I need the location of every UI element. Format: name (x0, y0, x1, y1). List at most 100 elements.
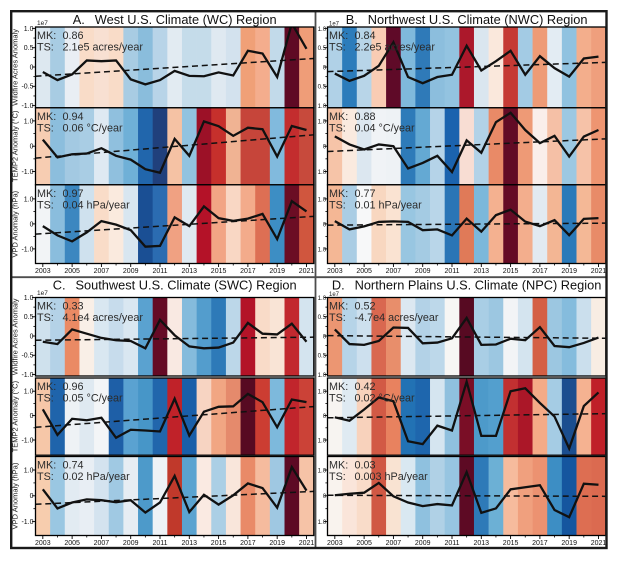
svg-text:MK:: MK: (37, 301, 56, 313)
svg-text:2013: 2013 (182, 268, 198, 275)
svg-text:MK:: MK: (37, 460, 56, 472)
svg-text:C. Southwest U.S. Climate (SW: C. Southwest U.S. Climate (SWC) Region (53, 278, 297, 293)
svg-text:2021: 2021 (591, 268, 607, 275)
svg-text:1.0: 1.0 (318, 103, 327, 110)
svg-text:2015: 2015 (211, 540, 227, 547)
svg-text:1.0: 1.0 (24, 26, 34, 33)
svg-text:A. West U.S. Climate (WC) Reg: A. West U.S. Climate (WC) Region (73, 12, 277, 27)
svg-text:1.0: 1.0 (318, 246, 327, 253)
svg-text:0: 0 (323, 144, 327, 151)
svg-text:TS:: TS: (329, 312, 346, 324)
svg-text:2011: 2011 (152, 540, 167, 547)
svg-text:TS:: TS: (37, 471, 54, 483)
svg-text:1e7: 1e7 (329, 22, 340, 28)
svg-text:2007: 2007 (94, 268, 110, 275)
svg-text:1.0: 1.0 (318, 467, 327, 474)
svg-text:1.0: 1.0 (318, 389, 327, 396)
svg-text:1e7: 1e7 (37, 20, 48, 27)
svg-text:0: 0 (323, 221, 327, 228)
svg-text:0.33: 0.33 (63, 301, 84, 313)
svg-text:2007: 2007 (386, 540, 402, 547)
svg-text:2005: 2005 (64, 540, 80, 547)
svg-text:1.0: 1.0 (24, 389, 34, 396)
svg-text:MK:: MK: (329, 460, 348, 472)
svg-text:2005: 2005 (356, 540, 372, 547)
svg-text:MK:: MK: (329, 111, 348, 123)
svg-text:2.1e5 acres/year: 2.1e5 acres/year (63, 42, 144, 54)
svg-text:0: 0 (323, 493, 327, 500)
svg-text:-1.0: -1.0 (21, 519, 33, 526)
svg-text:2005: 2005 (64, 268, 80, 275)
svg-text:0.77: 0.77 (355, 188, 376, 200)
svg-text:1.0: 1.0 (318, 196, 327, 203)
svg-text:0.94: 0.94 (63, 111, 84, 123)
svg-text:0.5: 0.5 (318, 314, 327, 321)
svg-text:MK:: MK: (329, 188, 348, 200)
svg-text:0: 0 (30, 221, 34, 228)
svg-text:0.96: 0.96 (63, 381, 84, 393)
svg-text:2009: 2009 (415, 540, 431, 547)
svg-text:0.01 hPa/year: 0.01 hPa/year (355, 199, 423, 211)
svg-text:2007: 2007 (94, 540, 110, 547)
svg-text:2021: 2021 (591, 540, 607, 547)
svg-text:0: 0 (30, 144, 34, 151)
svg-text:2007: 2007 (386, 268, 402, 275)
svg-text:0.86: 0.86 (63, 30, 84, 42)
svg-text:4.1e4 acres/year: 4.1e4 acres/year (63, 312, 144, 324)
svg-text:0.06 °C/year: 0.06 °C/year (63, 122, 124, 134)
svg-text:1.0: 1.0 (24, 118, 34, 125)
svg-text:Wildfire Acres Anomaly: Wildfire Acres Anomaly (11, 298, 20, 375)
svg-text:MK:: MK: (329, 381, 348, 393)
svg-text:1.0: 1.0 (318, 519, 327, 526)
svg-text:2003: 2003 (327, 268, 343, 275)
svg-text:0.88: 0.88 (355, 111, 376, 123)
svg-text:TS:: TS: (37, 122, 54, 134)
svg-text:TS:: TS: (37, 312, 54, 324)
svg-text:2019: 2019 (561, 268, 577, 275)
svg-text:TS:: TS: (37, 393, 54, 405)
svg-text:TS:: TS: (329, 471, 346, 483)
svg-text:MK:: MK: (37, 381, 56, 393)
svg-text:2017: 2017 (240, 268, 256, 275)
svg-text:2015: 2015 (503, 540, 519, 547)
svg-text:TS:: TS: (329, 199, 346, 211)
svg-text:-1.0: -1.0 (21, 372, 33, 379)
svg-text:TS:: TS: (329, 122, 346, 134)
svg-text:TS:: TS: (329, 393, 346, 405)
svg-text:0.5: 0.5 (24, 45, 34, 52)
svg-text:2003: 2003 (35, 268, 51, 275)
svg-text:2019: 2019 (561, 540, 577, 547)
svg-text:TS:: TS: (37, 199, 54, 211)
svg-text:MK:: MK: (37, 188, 56, 200)
svg-text:D. Northern Plains U.S. Clima: D. Northern Plains U.S. Climate (NPC) Re… (332, 278, 602, 293)
svg-text:0.5: 0.5 (318, 45, 327, 52)
svg-text:2019: 2019 (269, 268, 285, 275)
svg-text:2003: 2003 (35, 540, 51, 547)
svg-text:2009: 2009 (123, 268, 139, 275)
svg-text:2019: 2019 (269, 540, 285, 547)
svg-text:-0.5: -0.5 (21, 84, 33, 91)
svg-text:2013: 2013 (182, 540, 198, 547)
svg-text:0: 0 (30, 413, 34, 420)
svg-text:0.52: 0.52 (355, 301, 376, 313)
svg-text:1.0: 1.0 (318, 118, 327, 125)
svg-text:MK:: MK: (37, 111, 56, 123)
svg-text:0: 0 (323, 64, 327, 71)
svg-text:0: 0 (323, 413, 327, 420)
svg-text:0.003 hPa/year: 0.003 hPa/year (355, 471, 429, 483)
svg-text:1.0: 1.0 (318, 26, 327, 33)
svg-text:2.2e5 acres/year: 2.2e5 acres/year (355, 42, 436, 54)
svg-text:2015: 2015 (503, 268, 519, 275)
svg-text:0.03: 0.03 (355, 460, 376, 472)
svg-text:Wildfire Acres Anomaly: Wildfire Acres Anomaly (11, 29, 20, 106)
svg-text:B. Northwest U.S. Climate (NW: B. Northwest U.S. Climate (NWC) Region (346, 12, 588, 27)
svg-text:2011: 2011 (444, 268, 459, 275)
svg-text:0.02 hPa/year: 0.02 hPa/year (63, 471, 131, 483)
svg-text:2017: 2017 (532, 540, 548, 547)
svg-text:0.5: 0.5 (318, 84, 327, 91)
svg-text:0.97: 0.97 (63, 188, 84, 200)
svg-text:-1.0: -1.0 (21, 437, 33, 444)
svg-text:MK:: MK: (329, 301, 348, 313)
svg-text:-4.7e4 acres/year: -4.7e4 acres/year (355, 312, 439, 324)
svg-text:0: 0 (323, 333, 327, 340)
